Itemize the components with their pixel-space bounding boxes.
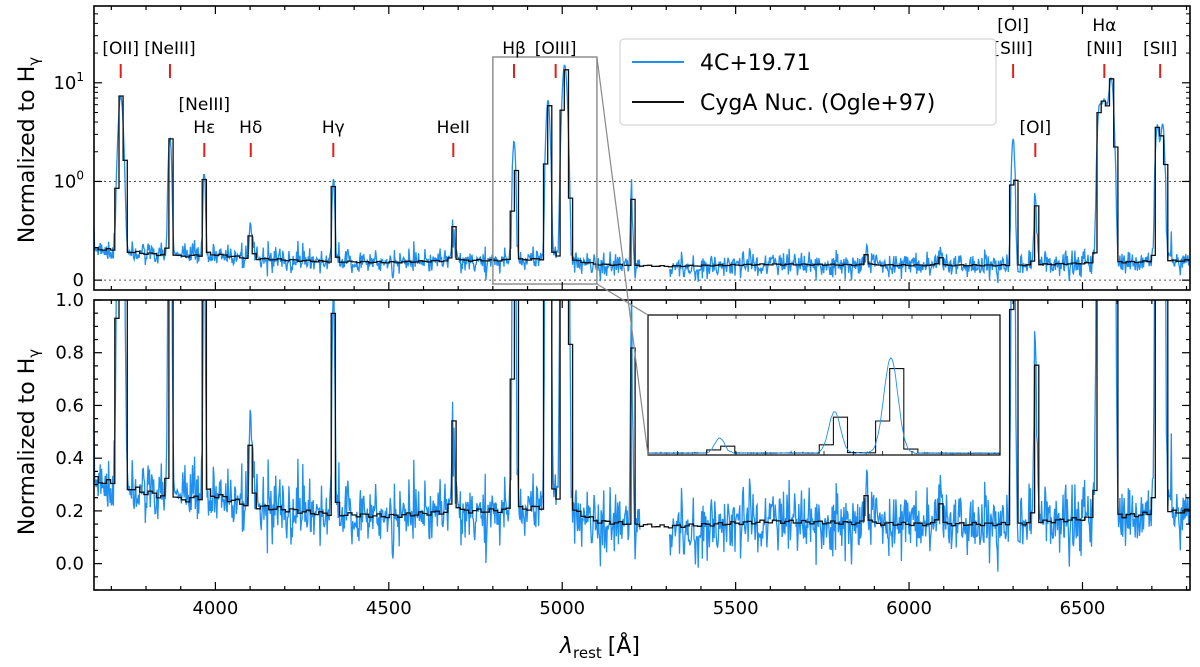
x-ticks: 4000 4500 5000 5500 6000 6500	[110, 6, 1188, 619]
line-label: [NeIII]	[144, 39, 195, 59]
bottom-y-tick-label: 0.0	[55, 554, 84, 575]
top-y-tick-label-base: 0	[73, 270, 84, 291]
inset-ticks	[647, 315, 1001, 455]
line-label: [SII]	[1143, 39, 1177, 59]
top-y-tick-label: 101	[53, 70, 84, 94]
legend-label: CygA Nuc. (Ogle+97)	[700, 91, 935, 116]
x-tick-label: 6500	[1060, 598, 1106, 619]
line-label: Hε	[193, 118, 215, 138]
bottom-y-axis-label-sub: γ	[25, 349, 43, 358]
inset-series-4c1971	[648, 357, 1000, 455]
top-y-axis-label: Normalized to Hγ	[15, 57, 43, 243]
bottom-series-group	[94, 300, 1190, 572]
top-y-tick-label-exponent: 0	[76, 168, 84, 182]
bottom-y-axis-label-main: Normalized to H	[15, 358, 40, 535]
connector-line	[596, 283, 649, 316]
zoom-box-rect	[492, 56, 598, 285]
top-y-tick-label: 0	[73, 270, 84, 291]
bottom-panel: 0.0 0.2 0.4 0.6 0.8 1.0 4000 4500 5000 5500 6000 6…	[15, 6, 1191, 662]
series-line-cyga-top	[94, 69, 1190, 268]
x-axis-label: λrest [Å]	[559, 632, 640, 662]
x-axis-label-unit: [Å]	[608, 632, 640, 659]
top-y-tick-label-base: 10	[53, 171, 76, 192]
top-y-axis-label-sub: γ	[25, 57, 43, 66]
line-label: HeII	[437, 118, 470, 138]
connector-line	[596, 56, 649, 456]
line-label: Hα	[1092, 16, 1116, 36]
bottom-panel-frame	[93, 299, 1191, 591]
top-y-axis-label-main: Normalized to H	[15, 66, 40, 243]
bottom-y-axis-label: Normalized to Hγ	[15, 349, 43, 535]
legend-box	[619, 38, 997, 126]
series-line-cyga-bottom	[94, 300, 1190, 529]
x-tick-label: 4500	[366, 598, 412, 619]
series-line-4c1971-bottom	[94, 300, 1190, 572]
zoom-box	[492, 56, 598, 285]
line-label: [OIII]	[535, 39, 577, 59]
line-label: Hδ	[239, 118, 262, 138]
bottom-y-tick-label: 0.6	[55, 395, 84, 416]
inset-panel	[647, 314, 1001, 456]
line-label: [OII]	[102, 39, 139, 59]
line-label: [OI]	[997, 16, 1029, 36]
x-axis-label-sub: rest	[573, 644, 602, 662]
line-label: [OI]	[1019, 118, 1051, 138]
line-label: Hγ	[322, 118, 345, 138]
top-panel-frame	[93, 5, 1191, 291]
line-label: [NII]	[1086, 39, 1122, 59]
top-y-tick-label-base: 10	[53, 73, 76, 94]
bottom-y-tick-label: 1.0	[55, 290, 84, 311]
x-axis-label-main: λ	[559, 634, 573, 659]
line-label: Hβ	[502, 39, 526, 59]
bottom-y-tick-label: 0.2	[55, 501, 84, 522]
legend-label: 4C+19.71	[700, 51, 811, 76]
x-tick-label: 5000	[539, 598, 585, 619]
legend: 4C+19.71 CygA Nuc. (Ogle+97)	[619, 38, 997, 126]
x-tick-label: 4000	[192, 598, 238, 619]
line-label: [NeIII]	[179, 95, 230, 115]
bottom-y-tick-label: 0.8	[55, 343, 84, 364]
bottom-y-ticks: 0.0 0.2 0.4 0.6 0.8 1.0	[55, 290, 1190, 591]
x-tick-label: 6000	[886, 598, 932, 619]
bottom-y-tick-label: 0.4	[55, 448, 84, 469]
line-label: [SIII]	[994, 39, 1033, 59]
top-y-tick-label-exponent: 1	[76, 70, 84, 84]
top-y-tick-label: 100	[53, 168, 84, 192]
top-series-group	[94, 64, 1190, 284]
x-tick-label: 5500	[713, 598, 759, 619]
zoom-connectors	[596, 56, 649, 456]
inset-background	[648, 315, 1000, 455]
